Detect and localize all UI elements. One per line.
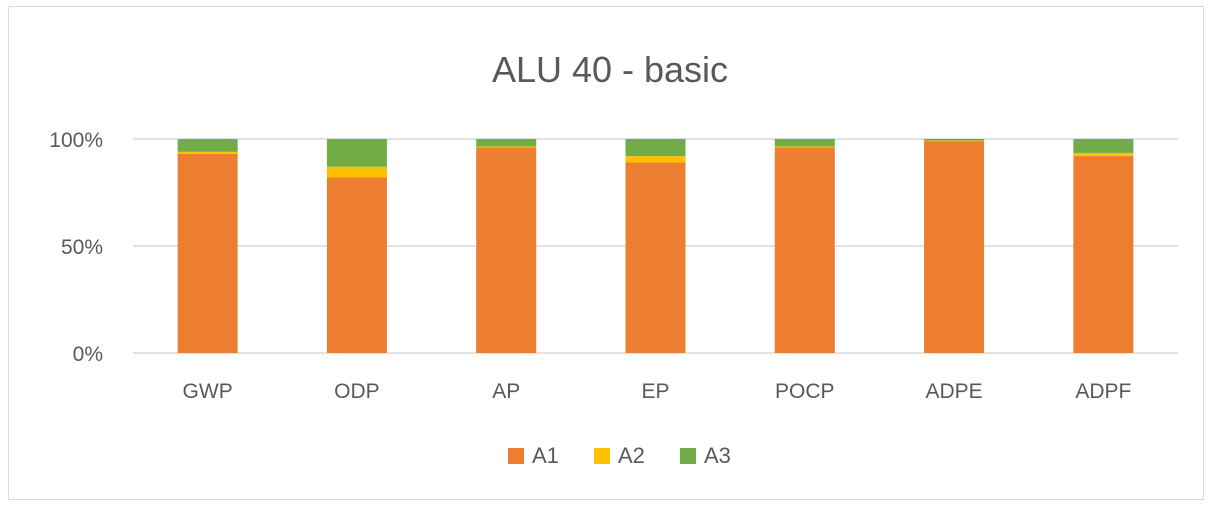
bars [177,139,1134,353]
legend-label: A3 [704,443,731,468]
x-tick-label: EP [641,380,669,403]
bar-segment-a2 [1073,152,1134,157]
bar-segment-a2 [326,166,387,178]
bar-segment-a3 [476,139,537,147]
legend-swatch [508,448,524,464]
bar-segment-a1 [625,162,686,353]
bar-segment-a2 [924,140,985,142]
bar-segment-a3 [326,139,387,167]
x-axis-ticks: GWP ODP AP EP POCP ADPE ADPF [183,380,1132,403]
y-tick-label: 50% [61,236,103,259]
legend-swatch [680,448,696,464]
bar-segment-a3 [1073,139,1134,153]
x-tick-label: ADPE [925,380,982,403]
bar-segment-a2 [774,146,835,148]
bar-segment-a3 [625,139,686,157]
bar-segment-a1 [326,177,387,353]
x-tick-label: GWP [183,380,233,403]
bar-segment-a2 [625,156,686,163]
bar-segment-a1 [476,147,537,353]
bar-segment-a1 [1073,156,1134,353]
bar-segment-a3 [924,139,985,141]
legend-swatch [594,448,610,464]
x-tick-label: ODP [334,380,380,403]
bar-segment-a3 [774,139,835,147]
x-tick-label: POCP [775,380,835,403]
legend-label: A1 [532,443,559,468]
x-tick-label: ADPF [1075,380,1131,403]
bar-segment-a2 [177,151,238,154]
y-tick-label: 100% [49,129,103,152]
legend: A1 A2 A3 [508,443,731,468]
x-tick-label: AP [492,380,520,403]
bar-segment-a1 [774,147,835,353]
bar-segment-a1 [924,141,985,353]
bar-segment-a3 [177,139,238,152]
y-axis-ticks: 0% 50% 100% [49,129,103,366]
legend-label: A2 [618,443,645,468]
chart-title: ALU 40 - basic [492,49,728,90]
bar-segment-a1 [177,153,238,353]
y-tick-label: 0% [73,343,103,366]
bar-segment-a2 [476,146,537,148]
